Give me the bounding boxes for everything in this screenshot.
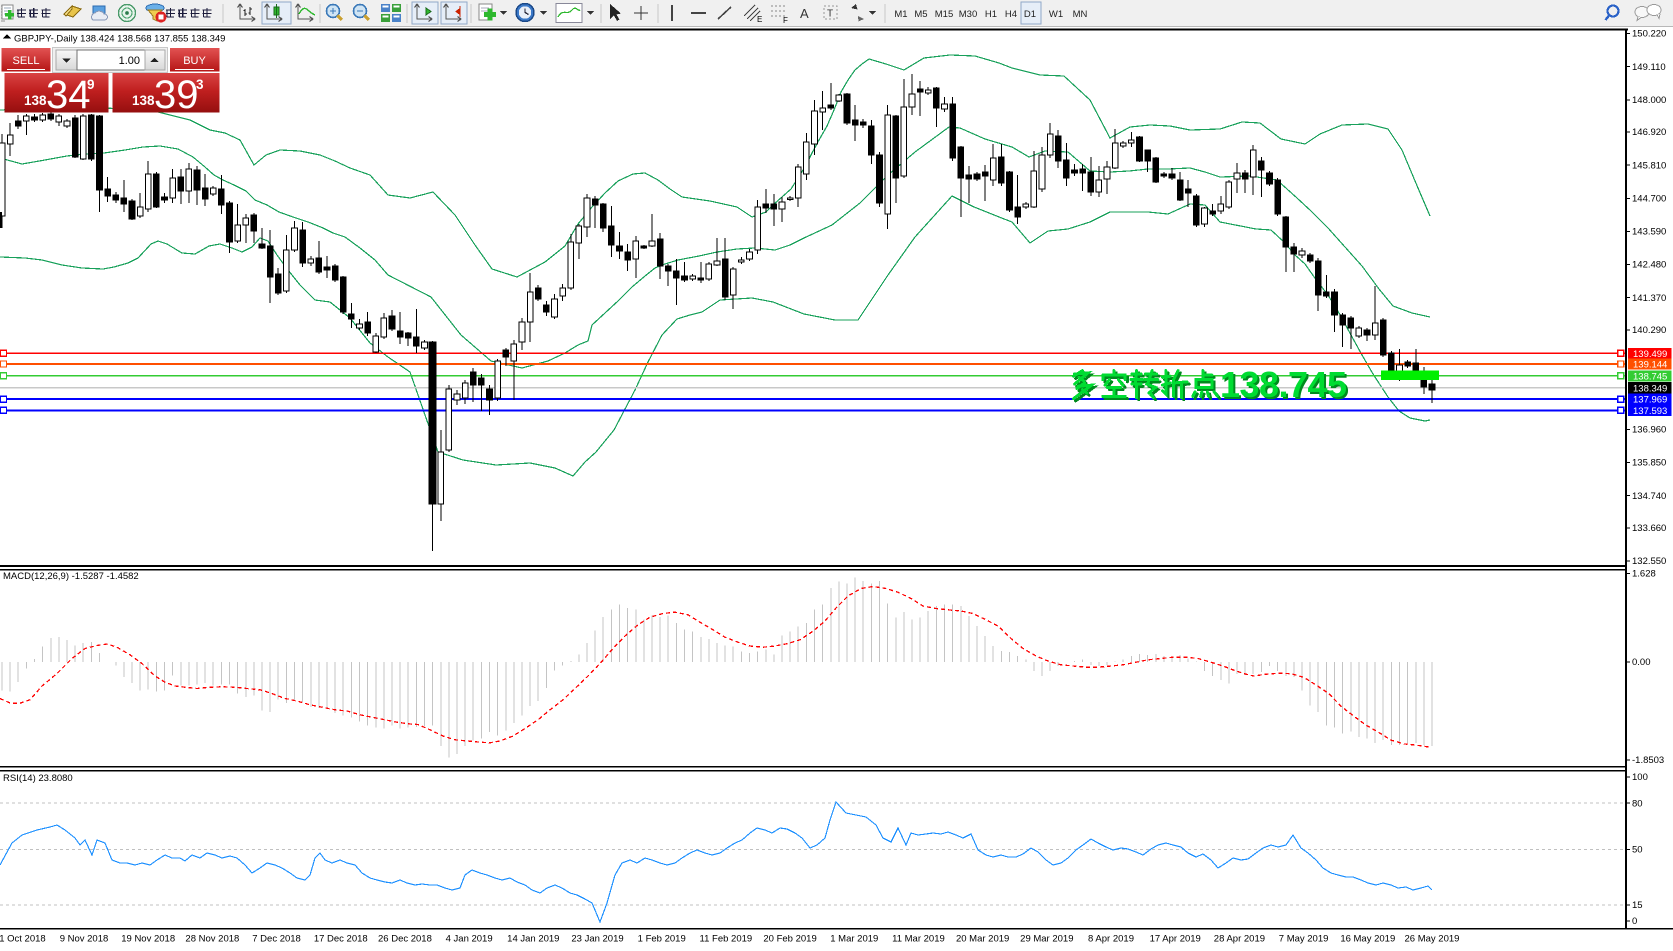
svg-text:7 Dec 2018: 7 Dec 2018 xyxy=(252,934,301,945)
svg-text:11 Feb 2019: 11 Feb 2019 xyxy=(700,934,753,945)
svg-text:135.850: 135.850 xyxy=(1632,458,1666,469)
svg-text:E: E xyxy=(757,15,762,24)
svg-text:100: 100 xyxy=(1632,772,1648,783)
svg-text:149.110: 149.110 xyxy=(1632,62,1666,73)
svg-text:W1: W1 xyxy=(1049,9,1063,20)
svg-text:H4: H4 xyxy=(1005,9,1017,20)
svg-text:146.920: 146.920 xyxy=(1632,127,1666,138)
svg-text:17 Apr 2019: 17 Apr 2019 xyxy=(1150,934,1201,945)
svg-text:138.745: 138.745 xyxy=(1222,366,1349,407)
svg-text:D1: D1 xyxy=(1024,9,1036,20)
svg-text:142.480: 142.480 xyxy=(1632,260,1666,271)
svg-text:1 Mar 2019: 1 Mar 2019 xyxy=(830,934,878,945)
svg-text:14 Jan 2019: 14 Jan 2019 xyxy=(507,934,559,945)
svg-text:19 Nov 2018: 19 Nov 2018 xyxy=(121,934,175,945)
svg-text:39: 39 xyxy=(154,73,199,117)
svg-text:M1: M1 xyxy=(894,9,907,20)
svg-text:26 Dec 2018: 26 Dec 2018 xyxy=(378,934,432,945)
svg-text:MACD(12,26,9) -1.5287 -1.4582: MACD(12,26,9) -1.5287 -1.4582 xyxy=(3,571,139,582)
svg-text:16 May 2019: 16 May 2019 xyxy=(1340,934,1395,945)
svg-text:26 May 2019: 26 May 2019 xyxy=(1405,934,1460,945)
svg-text:3: 3 xyxy=(196,77,204,92)
svg-text:M5: M5 xyxy=(914,9,927,20)
svg-text:SELL: SELL xyxy=(13,55,40,67)
svg-text:BUY: BUY xyxy=(183,55,206,67)
svg-text:GBPJPY-,Daily 138.424 138.568: GBPJPY-,Daily 138.424 138.568 137.855 13… xyxy=(14,34,225,45)
svg-text:20 Feb 2019: 20 Feb 2019 xyxy=(763,934,816,945)
svg-text:134.740: 134.740 xyxy=(1632,491,1666,502)
svg-text:137.593: 137.593 xyxy=(1633,406,1667,417)
svg-text:4 Jan 2019: 4 Jan 2019 xyxy=(446,934,493,945)
svg-text:80: 80 xyxy=(1632,798,1643,809)
svg-text:RSI(14) 23.8080: RSI(14) 23.8080 xyxy=(3,773,73,784)
svg-text:132.550: 132.550 xyxy=(1632,556,1666,567)
svg-text:23 Jan 2019: 23 Jan 2019 xyxy=(571,934,623,945)
svg-text:136.960: 136.960 xyxy=(1632,425,1666,436)
svg-text:0: 0 xyxy=(1632,916,1637,927)
svg-text:141.370: 141.370 xyxy=(1632,293,1666,304)
svg-text:133.660: 133.660 xyxy=(1632,523,1666,534)
svg-text:29 Mar 2019: 29 Mar 2019 xyxy=(1020,934,1073,945)
svg-text:138.745: 138.745 xyxy=(1633,372,1667,383)
svg-text:28 Nov 2018: 28 Nov 2018 xyxy=(185,934,239,945)
svg-text:1.628: 1.628 xyxy=(1632,569,1656,580)
svg-text:9: 9 xyxy=(87,77,95,92)
svg-text:17 Dec 2018: 17 Dec 2018 xyxy=(314,934,368,945)
svg-text:50: 50 xyxy=(1632,845,1643,856)
svg-text:7 May 2019: 7 May 2019 xyxy=(1279,934,1329,945)
svg-text:1.00: 1.00 xyxy=(119,55,140,67)
svg-text:148.000: 148.000 xyxy=(1632,95,1666,106)
svg-text:139.499: 139.499 xyxy=(1633,349,1667,360)
svg-text:A: A xyxy=(800,6,809,21)
svg-text:F: F xyxy=(783,16,788,25)
svg-text:H1: H1 xyxy=(985,9,997,20)
svg-text:28 Apr 2019: 28 Apr 2019 xyxy=(1214,934,1265,945)
svg-text:140.290: 140.290 xyxy=(1632,325,1666,336)
svg-text:138.745: 138.745 xyxy=(1220,364,1347,405)
svg-text:31 Oct 2018: 31 Oct 2018 xyxy=(0,934,46,945)
svg-text:1 Feb 2019: 1 Feb 2019 xyxy=(638,934,686,945)
svg-text:11 Mar 2019: 11 Mar 2019 xyxy=(892,934,945,945)
svg-text:-1.8503: -1.8503 xyxy=(1632,755,1664,766)
svg-text:145.810: 145.810 xyxy=(1632,160,1666,171)
svg-text:138: 138 xyxy=(24,93,47,108)
svg-text:9 Nov 2018: 9 Nov 2018 xyxy=(60,934,109,945)
svg-text:20 Mar 2019: 20 Mar 2019 xyxy=(956,934,1009,945)
svg-text:150.220: 150.220 xyxy=(1632,29,1666,40)
svg-text:34: 34 xyxy=(46,73,91,117)
svg-text:138.349: 138.349 xyxy=(1633,383,1667,394)
svg-text:M30: M30 xyxy=(959,9,977,20)
svg-text:M15: M15 xyxy=(935,9,953,20)
svg-text:15: 15 xyxy=(1632,900,1643,911)
svg-text:T: T xyxy=(827,9,833,20)
svg-text:8 Apr 2019: 8 Apr 2019 xyxy=(1088,934,1134,945)
svg-text:MN: MN xyxy=(1073,9,1088,20)
svg-text:139.144: 139.144 xyxy=(1633,360,1667,371)
svg-text:138: 138 xyxy=(132,93,155,108)
svg-text:0.00: 0.00 xyxy=(1632,657,1651,668)
svg-text:143.590: 143.590 xyxy=(1632,227,1666,238)
svg-text:137.969: 137.969 xyxy=(1633,395,1667,406)
svg-text:144.700: 144.700 xyxy=(1632,194,1666,205)
